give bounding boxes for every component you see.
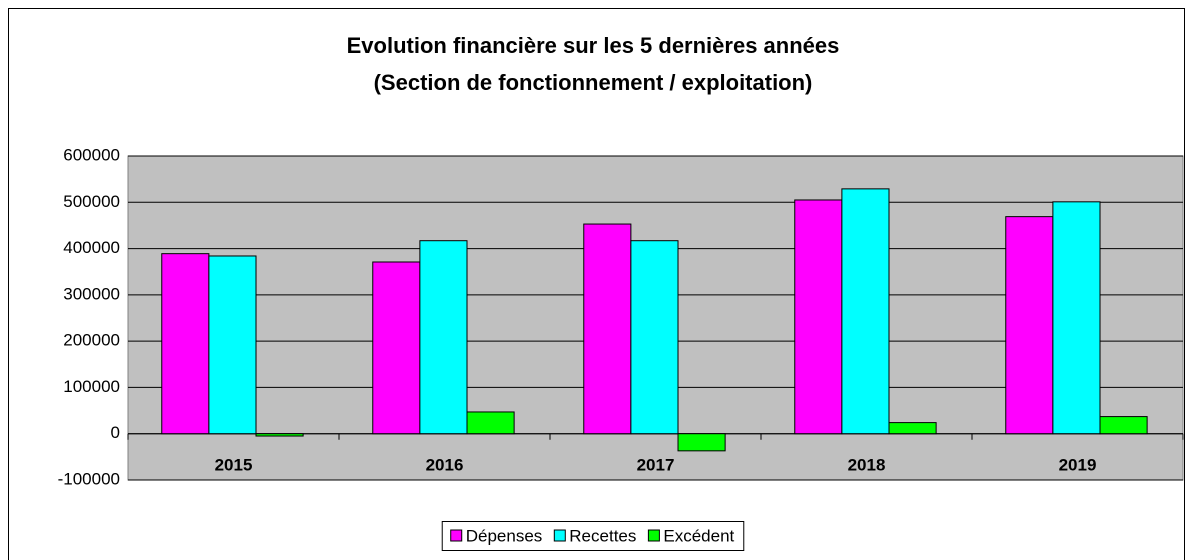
bar (161, 253, 210, 435)
legend-label: Recettes (569, 526, 636, 545)
bar (888, 422, 937, 435)
bar (466, 411, 515, 435)
x-tick-label: 2016 (426, 455, 464, 474)
legend-box (441, 521, 745, 551)
x-tick-label: 2019 (1059, 455, 1097, 474)
bar (208, 255, 257, 435)
bar (1099, 416, 1148, 435)
bar (255, 433, 304, 437)
legend-swatch (450, 529, 463, 542)
bar (841, 188, 890, 435)
bar (1005, 216, 1054, 435)
bar (630, 240, 679, 435)
legend-label: Excédent (663, 526, 734, 545)
y-tick-label: -100000 (58, 469, 120, 488)
y-tick-label: 600000 (63, 145, 120, 164)
legend-swatch (553, 529, 566, 542)
bar (794, 199, 843, 435)
bar (372, 261, 421, 435)
x-tick-label: 2015 (215, 455, 253, 474)
x-tick-label: 2018 (848, 455, 886, 474)
y-tick-label: 200000 (63, 331, 120, 350)
y-tick-label: 100000 (63, 377, 120, 396)
y-tick-label: 500000 (63, 192, 120, 211)
y-tick-label: 0 (111, 423, 120, 442)
x-tick-label: 2017 (637, 455, 675, 474)
chart-title: Evolution financière sur les 5 dernières… (347, 33, 840, 58)
chart-subtitle: (Section de fonctionnement / exploitatio… (374, 70, 813, 95)
y-tick-label: 300000 (63, 284, 120, 303)
legend-swatch (647, 529, 660, 542)
bar (677, 433, 726, 452)
bar (419, 240, 468, 435)
bar (1052, 201, 1101, 435)
legend-label: Dépenses (466, 526, 543, 545)
bar (583, 223, 632, 435)
y-tick-label: 400000 (63, 238, 120, 257)
